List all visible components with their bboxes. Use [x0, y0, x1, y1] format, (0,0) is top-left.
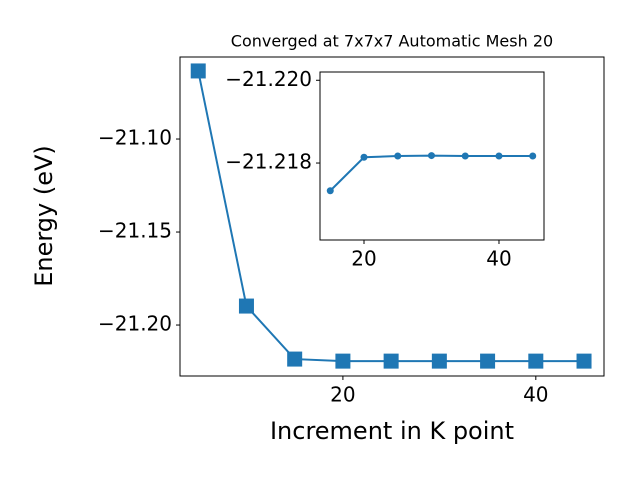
marker — [335, 353, 351, 369]
marker — [480, 353, 496, 369]
marker — [495, 152, 503, 160]
marker — [238, 298, 254, 314]
y-tick-label: −21.218 — [225, 150, 312, 174]
marker — [190, 63, 206, 79]
marker — [287, 351, 303, 367]
marker — [326, 187, 334, 195]
x-axis-label: Increment in K point — [270, 417, 514, 445]
x-tick-label: 20 — [330, 383, 355, 407]
y-tick-label: −21.20 — [98, 312, 172, 336]
x-tick-label: 40 — [486, 247, 511, 271]
y-axis-label: Energy (eV) — [30, 145, 58, 287]
y-tick-label: −21.15 — [98, 219, 172, 243]
marker — [394, 152, 402, 160]
marker — [431, 353, 447, 369]
x-tick-label: 20 — [351, 247, 376, 271]
y-tick-label: −21.220 — [225, 67, 312, 91]
x-tick-label: 40 — [523, 383, 548, 407]
marker — [576, 353, 592, 369]
chart-title: Converged at 7x7x7 Automatic Mesh 20 — [231, 32, 553, 51]
marker — [461, 152, 469, 160]
marker — [427, 152, 435, 160]
y-tick-label: −21.10 — [98, 126, 172, 150]
marker — [529, 152, 537, 160]
marker — [528, 353, 544, 369]
marker — [360, 153, 368, 161]
marker — [383, 353, 399, 369]
